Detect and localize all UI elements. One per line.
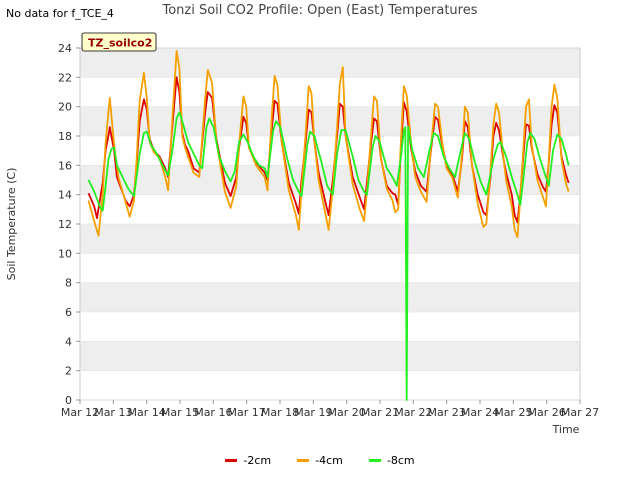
legend-swatch: [368, 459, 381, 462]
no-data-note: No data for f_TCE_4: [6, 7, 114, 20]
legend-item: -2cm: [225, 454, 271, 467]
y-axis-label: Soil Temperature (C): [5, 168, 18, 281]
x-tick-label: Mar 21: [361, 406, 399, 419]
legend-item: -8cm: [368, 454, 415, 467]
x-tick-label: Mar 18: [261, 406, 299, 419]
legend: -2cm -4cm -8cm: [0, 454, 640, 467]
y-tick-label: 2: [65, 365, 72, 378]
x-tick-label: Mar 23: [428, 406, 466, 419]
x-tick-label: Mar 26: [528, 406, 566, 419]
y-tick-label: 18: [58, 130, 72, 143]
y-tick-label: 10: [58, 247, 72, 260]
y-tick-label: 20: [58, 101, 72, 114]
y-tick-label: 0: [65, 394, 72, 407]
y-tick-label: 14: [58, 189, 72, 202]
x-tick-label: Mar 27: [561, 406, 599, 419]
y-tick-label: 4: [65, 335, 72, 348]
x-tick-label: Mar 12: [61, 406, 99, 419]
tz-soilco2-label: TZ_soilco2: [88, 37, 152, 50]
x-tick-label: Mar 25: [494, 406, 532, 419]
legend-item: -4cm: [297, 454, 343, 467]
series-line-4cmcm: [87, 50, 570, 239]
y-tick-label: 12: [58, 218, 72, 231]
grid-band: [80, 224, 580, 254]
x-tick-label: Mar 24: [461, 406, 499, 419]
chart-title: Tonzi Soil CO2 Profile: Open (East) Temp…: [162, 3, 478, 18]
y-tick-label: 22: [58, 71, 72, 84]
y-tick-label: 8: [65, 277, 72, 290]
series-line-8cmcm: [87, 111, 570, 401]
x-axis-label: Time: [552, 423, 580, 436]
y-tick-label: 16: [58, 159, 72, 172]
legend-label: -4cm: [315, 454, 343, 467]
x-tick-label: Mar 16: [194, 406, 232, 419]
grid-band: [80, 106, 580, 136]
x-tick-label: Mar 22: [394, 406, 432, 419]
x-tick-label: Mar 15: [161, 406, 199, 419]
legend-label: -8cm: [386, 454, 415, 467]
x-tick-label: Mar 14: [128, 406, 166, 419]
grid-band: [80, 341, 580, 371]
y-tick-label: 6: [65, 306, 72, 319]
grid-band: [80, 282, 580, 312]
x-tick-label: Mar 19: [294, 406, 332, 419]
legend-swatch: [297, 459, 310, 462]
x-tick-label: Mar 17: [228, 406, 266, 419]
x-tick-label: Mar 20: [328, 406, 366, 419]
tz-soilco2-label-box: TZ_soilco2: [81, 32, 157, 52]
legend-label: -2cm: [243, 454, 272, 467]
legend-swatch: [225, 459, 238, 462]
grid-band: [80, 48, 580, 78]
y-tick-label: 24: [58, 42, 72, 55]
x-tick-label: Mar 13: [94, 406, 132, 419]
